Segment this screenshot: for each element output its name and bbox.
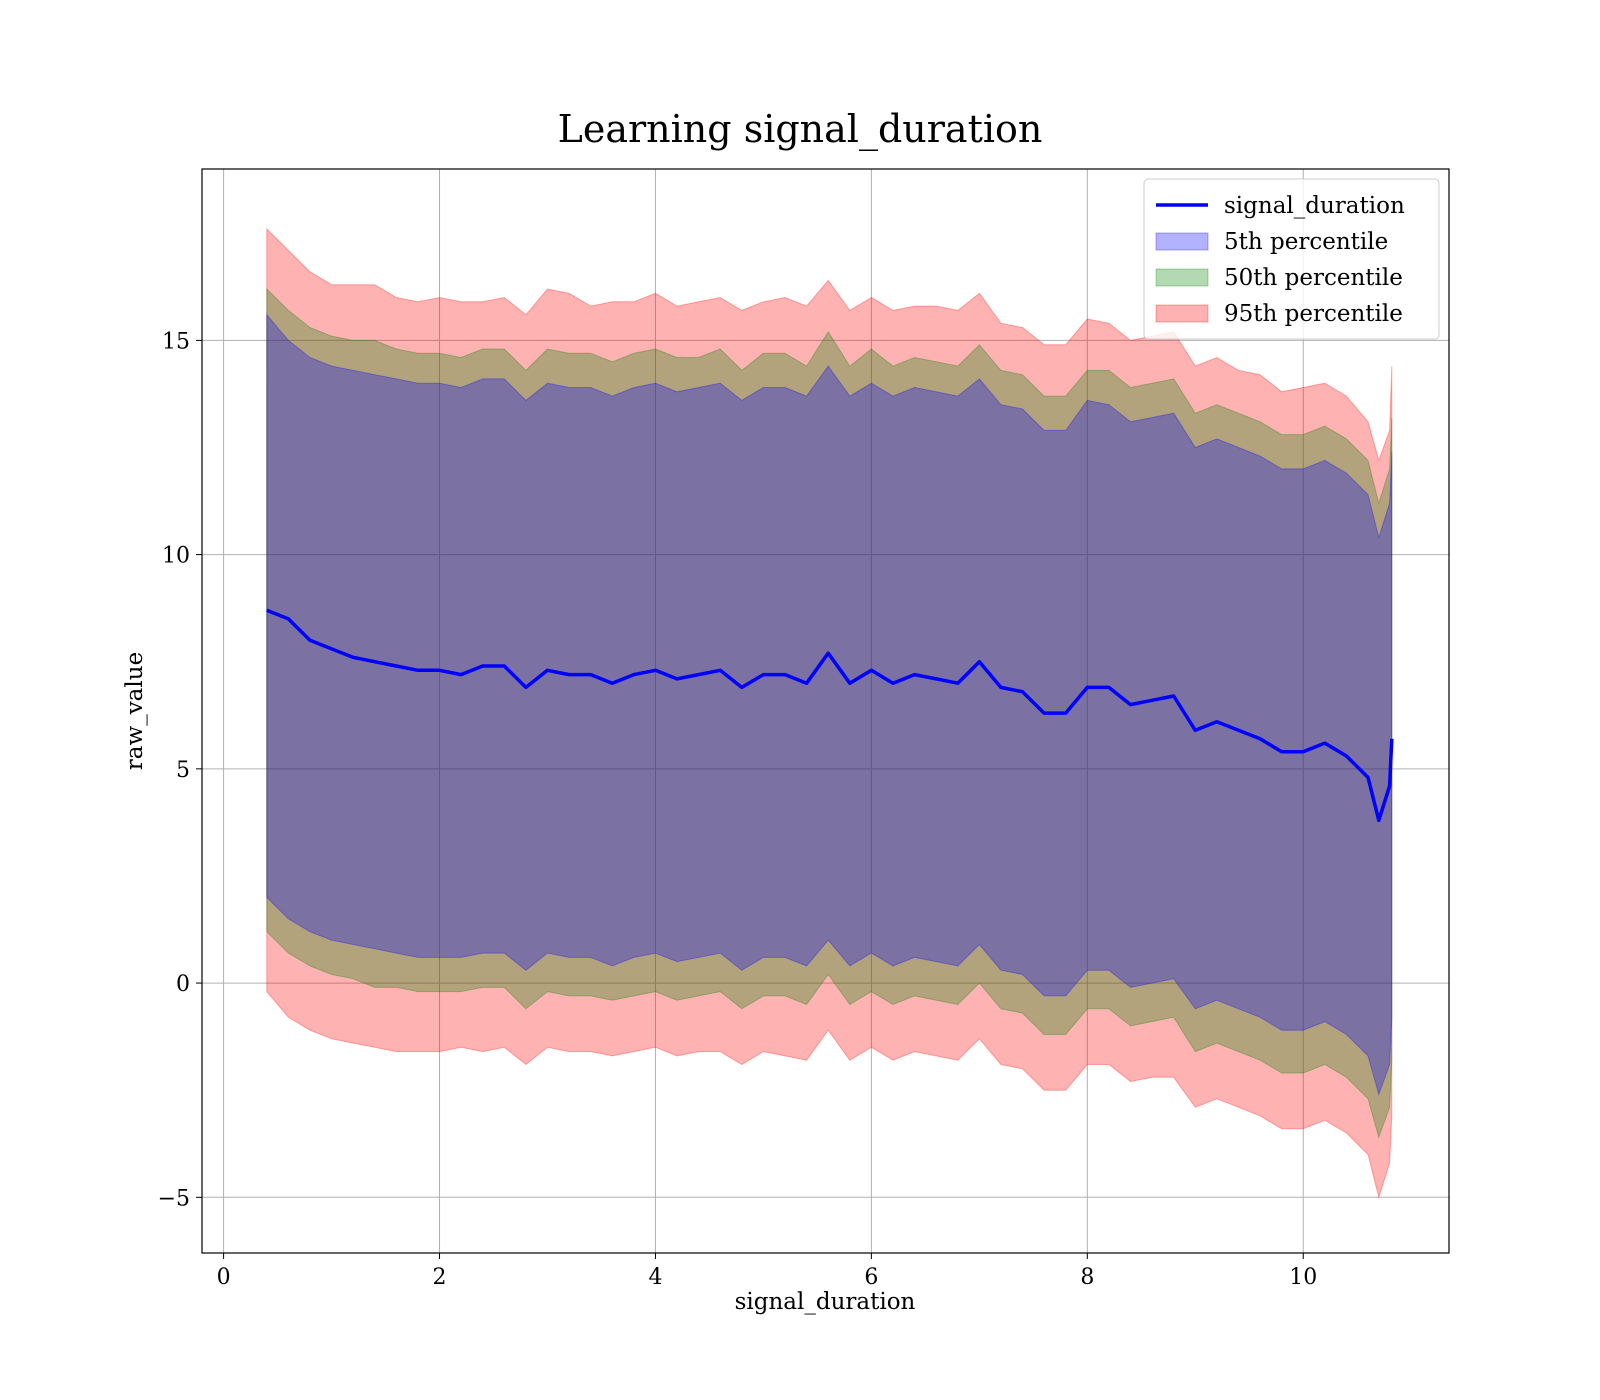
legend-swatch-band	[1155, 304, 1209, 323]
x-tick-label: 0	[217, 1265, 231, 1290]
x-tick-label: 8	[1080, 1265, 1094, 1290]
y-tick-label: 5	[176, 758, 190, 783]
x-axis-label: signal_duration	[735, 1289, 916, 1315]
x-tick-label: 10	[1289, 1265, 1317, 1290]
legend: signal_duration 5th percentile 50th percen…	[1143, 178, 1440, 340]
y-axis-label: raw_value	[122, 652, 148, 770]
band-5th-percentile	[266, 313, 1393, 1097]
plot-background	[202, 169, 1449, 1253]
x-tick-label: 2	[433, 1265, 447, 1290]
y-tick-label: −5	[158, 1186, 190, 1211]
y-tick-label: 10	[162, 544, 190, 569]
y-axis-ticks: −5 0 5 10 15	[158, 329, 202, 1211]
series-lines	[266, 608, 1394, 823]
x-tick-label: 4	[648, 1265, 662, 1290]
plot-frame	[201, 168, 1450, 1254]
band-95th-percentile	[266, 227, 1393, 1200]
legend-label: 5th percentile	[1224, 229, 1388, 255]
x-tick-label: 6	[864, 1265, 878, 1290]
percentile-bands	[266, 227, 1393, 1200]
grid	[202, 169, 1449, 1253]
legend-label: 95th percentile	[1224, 301, 1403, 327]
chart-title: Learning signal_duration	[558, 107, 1043, 152]
legend-swatch-band	[1155, 232, 1209, 251]
legend-label: 50th percentile	[1224, 265, 1403, 291]
y-tick-label: 0	[176, 972, 190, 997]
series-line-signal-duration	[266, 608, 1394, 823]
legend-box	[1143, 178, 1440, 340]
legend-label: signal_duration	[1224, 193, 1405, 219]
band-50th-percentile	[266, 287, 1393, 1139]
legend-swatch-band	[1155, 268, 1209, 287]
x-axis-ticks: 0 2 4 6 8 10	[217, 1253, 1317, 1290]
y-tick-label: 15	[162, 329, 190, 354]
